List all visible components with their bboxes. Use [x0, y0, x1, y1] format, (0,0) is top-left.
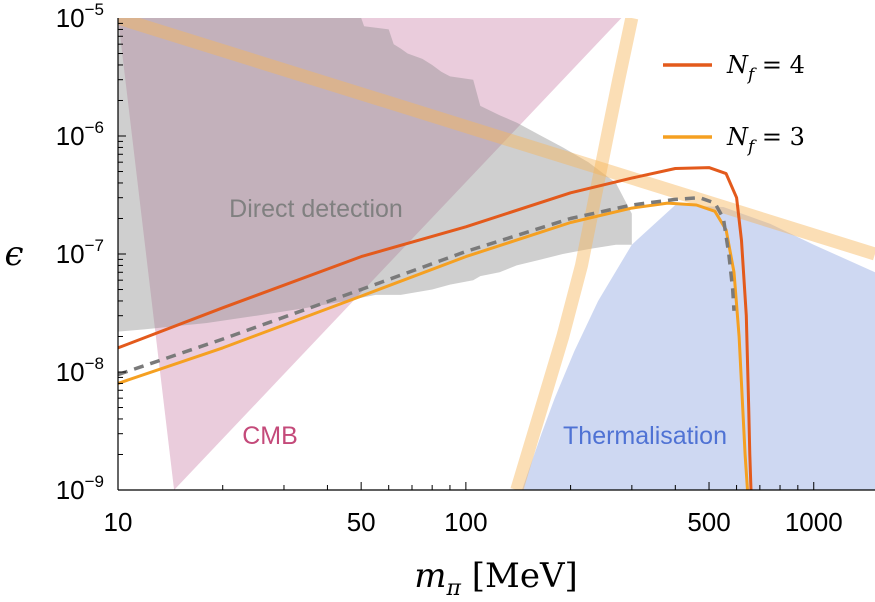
x-tick-label: 1000 [785, 507, 843, 537]
x-tick-label: 50 [347, 507, 376, 537]
ticks-layer: 10 50 100 500 1000 10−9 10−8 10−7 10−6 10−5 [56, 0, 843, 537]
series-layer [118, 166, 753, 490]
bands-layer [118, 18, 875, 490]
y-tick-label: 10−7 [56, 236, 104, 269]
y-tick-label: 10−8 [56, 354, 104, 387]
diagonal-band [118, 18, 875, 261]
x-tick-label: 10 [104, 507, 133, 537]
legend-label-nf4: Nf = 4 [726, 51, 805, 85]
series-nf3 [118, 201, 749, 490]
y-tick-label: 10−6 [56, 118, 104, 151]
y-tick-label: 10−9 [56, 472, 104, 505]
vertical-band [510, 18, 639, 490]
x-tick-label: 100 [444, 507, 487, 537]
region-direct-detection [118, 18, 632, 332]
region-labels-layer: CMB Thermalisation Direct detection [229, 195, 727, 450]
regions-layer [118, 18, 875, 490]
label-thermalisation: Thermalisation [563, 422, 727, 450]
legend-label-nf3: Nf = 3 [726, 123, 805, 157]
region-thermalisation [522, 205, 875, 490]
y-tick-label: 10−5 [56, 0, 104, 33]
series-dashed [118, 195, 736, 377]
label-cmb: CMB [242, 422, 298, 450]
x-tick-label: 500 [687, 507, 730, 537]
legend: Nf = 4 Nf = 3 [663, 51, 805, 157]
y-axis-label: ϵ [4, 234, 23, 274]
series-nf4 [118, 166, 753, 490]
label-direct-detection: Direct detection [229, 195, 403, 223]
x-axis-label: mπ [MeV] [414, 556, 578, 601]
